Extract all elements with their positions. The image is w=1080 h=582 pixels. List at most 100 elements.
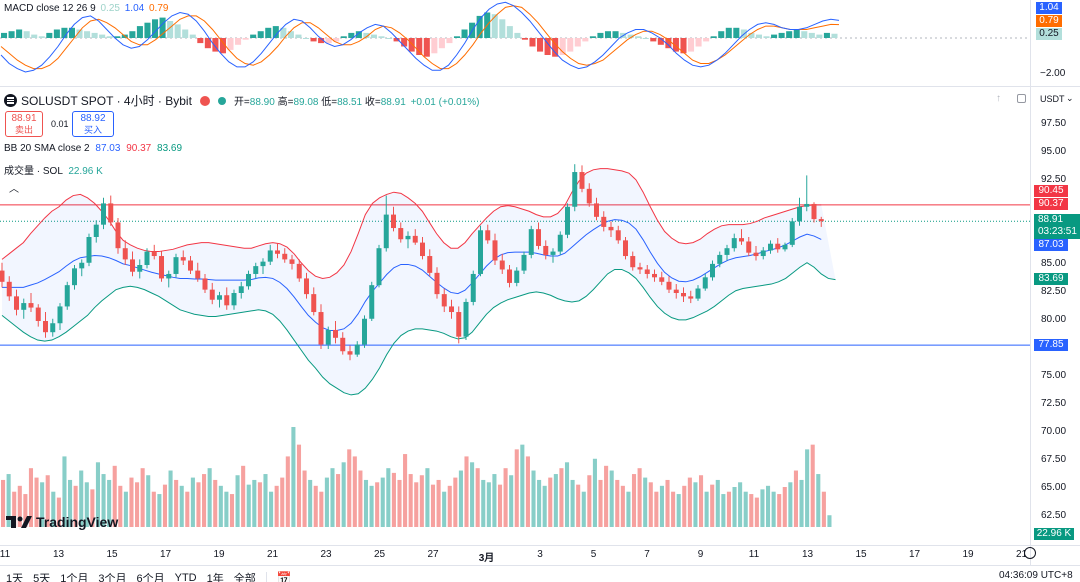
- range-6m[interactable]: 6个月: [136, 573, 165, 582]
- candle-body: [188, 260, 193, 271]
- time-axis[interactable]: 11 13 15 17 19 21 23 25 27 3月 3 5 7 9 11 13 15 17 19 21: [0, 545, 1030, 565]
- price-axis[interactable]: 97.5095.0092.5090.0087.5085.0082.5080.00…: [1031, 87, 1080, 545]
- macd-hist-bar: [416, 38, 423, 55]
- candle-body: [557, 234, 563, 252]
- macd-hist-bar: [476, 15, 483, 38]
- bb-lower-value: 83.69: [157, 143, 183, 154]
- macd-hist-bar: [423, 38, 430, 57]
- macd-hist-bar: [212, 38, 219, 52]
- symbol-legend: SOLUSDT SPOT · 4小时 · Bybit 开=88.90 高=89.…: [4, 92, 480, 109]
- candle-body: [21, 303, 27, 310]
- bb-legend[interactable]: BB 20 SMA close 2 87.03 90.37 83.69: [4, 143, 182, 154]
- volume-bar: [721, 494, 726, 527]
- candle-body: [470, 273, 476, 302]
- open-value: 88.90: [249, 97, 275, 108]
- macd-hist-bar: [612, 31, 619, 38]
- range-all[interactable]: 全部: [233, 573, 256, 582]
- candle-body: [775, 243, 781, 250]
- buy-button[interactable]: 88.92 买入: [72, 111, 114, 137]
- volume-bar: [799, 479, 804, 527]
- volume-bar: [397, 479, 402, 527]
- candle-body: [586, 188, 592, 204]
- candle-body: [521, 254, 527, 271]
- volume-bar: [324, 477, 329, 527]
- volume-bar: [503, 468, 508, 527]
- volume-legend[interactable]: 成交量 · SOL 22.96 K: [4, 162, 103, 177]
- collapse-legend-icon[interactable]: ︿: [9, 184, 19, 195]
- range-1d[interactable]: 1天: [6, 573, 24, 582]
- range-ytd[interactable]: YTD: [174, 572, 197, 582]
- range-toolbar: 1天 5天 1个月 3个月 6个月 YTD 1年 全部 📅: [6, 570, 292, 582]
- range-1y[interactable]: 1年: [206, 573, 224, 582]
- macd-hist-bar: [431, 38, 438, 54]
- macd-legend: MACD close 12 26 9 0.25 1.04 0.79: [4, 3, 168, 14]
- macd-hist-bar: [544, 38, 551, 55]
- candle-body: [724, 248, 730, 255]
- tradingview-logo[interactable]: TradingView: [6, 514, 118, 530]
- price-tick-label: 97.50: [1041, 118, 1067, 129]
- arrow-up-icon[interactable]: ↑: [996, 93, 1001, 104]
- volume-bar: [810, 444, 815, 527]
- chevron-down-icon[interactable]: ⌄: [1066, 93, 1074, 103]
- candle-body: [383, 214, 389, 249]
- volume-bar: [207, 468, 212, 527]
- sell-price: 88.91: [11, 113, 37, 124]
- macd-hist-bar: [567, 38, 574, 52]
- volume-bar: [68, 479, 73, 527]
- volume-bar: [464, 456, 469, 527]
- candle-body: [340, 337, 346, 352]
- price-tick-label: 95.00: [1041, 146, 1067, 157]
- macd-signal-value: 0.79: [149, 3, 169, 14]
- candle-body: [789, 221, 795, 245]
- symbol-title[interactable]: SOLUSDT SPOT · 4小时 · Bybit: [21, 94, 192, 108]
- macd-hist-bar: [182, 29, 189, 38]
- range-3m[interactable]: 3个月: [98, 573, 127, 582]
- pane-separator[interactable]: [0, 86, 1080, 87]
- macd-pane[interactable]: [0, 0, 1030, 84]
- volume-bar: [458, 470, 463, 527]
- volume-bar: [336, 474, 341, 527]
- candle-body: [115, 222, 121, 249]
- sell-button[interactable]: 88.91 卖出: [5, 111, 43, 137]
- range-1m[interactable]: 1个月: [60, 573, 89, 582]
- bb-upper-value: 90.37: [126, 143, 152, 154]
- volume-bar: [51, 491, 56, 527]
- candle-body: [267, 250, 273, 262]
- clock-display[interactable]: 04:36:09 UTC+8: [999, 570, 1073, 581]
- volume-bar: [548, 477, 553, 527]
- volume-bar: [218, 485, 223, 527]
- macd-tag-macd: 1.04: [1036, 2, 1062, 14]
- volume-bar: [202, 474, 207, 527]
- price-pane[interactable]: [0, 87, 1030, 545]
- volume-bar: [620, 485, 625, 527]
- volume-bar: [45, 475, 50, 527]
- volume-bar: [196, 482, 201, 527]
- macd-hist-bar: [771, 34, 778, 38]
- calendar-goto-icon[interactable]: 📅: [276, 571, 292, 582]
- candle-body: [369, 285, 375, 319]
- volume-bar: [185, 491, 190, 527]
- settings-gear-icon[interactable]: [1024, 547, 1036, 559]
- time-tick-label: 15: [106, 549, 118, 560]
- volume-bar: [107, 479, 112, 527]
- maximize-icon[interactable]: [1017, 94, 1026, 103]
- volume-bar: [715, 479, 720, 527]
- volume-bar: [213, 479, 218, 527]
- macd-hist-bar: [786, 31, 793, 38]
- currency-label[interactable]: USDT: [1040, 94, 1065, 104]
- candle-body: [318, 312, 324, 345]
- macd-hist-bar: [438, 38, 445, 49]
- candle-body: [659, 277, 665, 282]
- candle-body: [0, 270, 5, 282]
- high-value: 89.08: [293, 97, 319, 108]
- volume-bar: [269, 491, 274, 527]
- macd-hist-bar: [272, 26, 279, 38]
- volume-bar: [162, 484, 168, 527]
- price-axis-border: [1030, 0, 1031, 565]
- volume-bar: [520, 444, 525, 527]
- volume-bar: [179, 485, 184, 527]
- volume-bar: [84, 482, 89, 527]
- range-5d[interactable]: 5天: [33, 573, 51, 582]
- volume-bar: [140, 468, 145, 527]
- macd-hist-bar: [370, 34, 377, 38]
